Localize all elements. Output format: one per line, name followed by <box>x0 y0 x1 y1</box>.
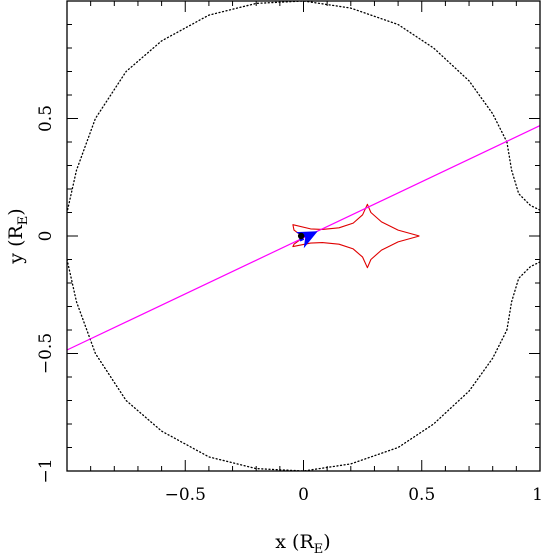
critical-curve-secondary-lower-line <box>506 261 540 331</box>
axis-ticks <box>66 0 541 472</box>
plot-data-layer <box>67 1 540 471</box>
x-tick-label: 0.5 <box>408 485 435 505</box>
critical-curve-outer-lower-line <box>67 258 508 471</box>
x-tick-label: 0 <box>298 485 309 505</box>
y-tick-label: −0.5 <box>36 333 56 374</box>
critical-curve-outer-upper-line <box>67 1 508 214</box>
x-tick-label: −0.5 <box>165 485 206 505</box>
critical-curve-secondary-upper-line <box>506 141 540 211</box>
source-arrow-head <box>295 231 318 249</box>
lens-position-marker <box>297 232 305 240</box>
y-axis-label: y (RE) <box>5 208 31 264</box>
x-tick-label: 1 <box>532 485 543 505</box>
y-tick-label: −1 <box>36 458 56 483</box>
y-tick-label: 0.5 <box>36 105 56 132</box>
x-axis-label: x (RE) <box>275 531 330 555</box>
y-tick-label: 0 <box>36 231 56 242</box>
